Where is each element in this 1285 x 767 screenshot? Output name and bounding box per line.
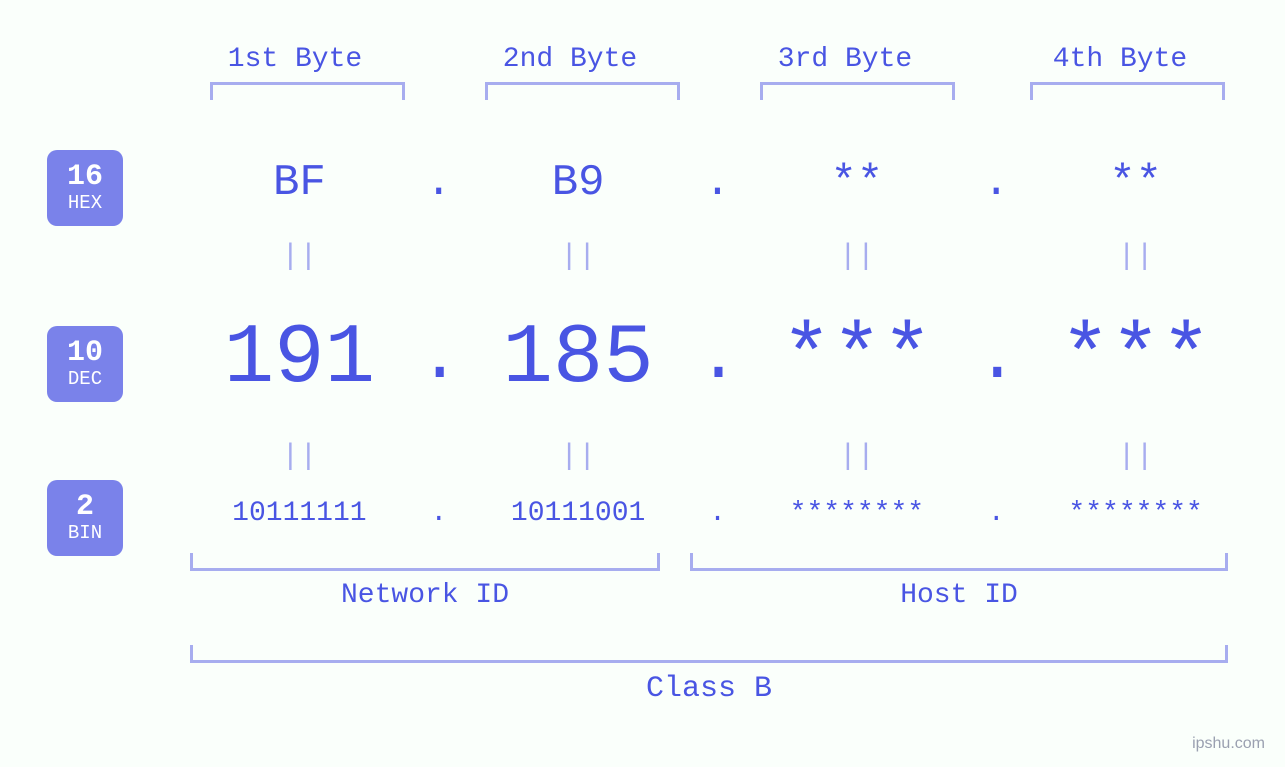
dot-icon: . — [976, 158, 1016, 208]
hex-byte-3: ** — [738, 158, 977, 208]
bin-byte-1: 10111111 — [180, 498, 419, 529]
hex-byte-1: BF — [180, 158, 419, 208]
dec-badge-num: 10 — [67, 338, 103, 368]
dot-icon: . — [419, 320, 459, 399]
dec-badge: 10 DEC — [47, 326, 123, 402]
dot-icon: . — [419, 158, 459, 208]
equals-row-2: || || || || — [180, 440, 1255, 474]
dot-icon: . — [419, 498, 459, 529]
byte-label-4: 4th Byte — [1020, 44, 1220, 75]
bin-badge: 2 BIN — [47, 480, 123, 556]
dec-byte-3: *** — [738, 312, 977, 407]
equals-icon: || — [459, 240, 698, 274]
dot-icon: . — [976, 498, 1016, 529]
equals-icon: || — [459, 440, 698, 474]
watermark: ipshu.com — [1192, 735, 1265, 753]
top-bracket-3 — [760, 82, 955, 100]
hex-badge: 16 HEX — [47, 150, 123, 226]
bin-badge-txt: BIN — [68, 522, 102, 545]
dot-icon: . — [698, 498, 738, 529]
top-bracket-1 — [210, 82, 405, 100]
equals-icon: || — [180, 240, 419, 274]
host-id-bracket — [690, 553, 1228, 571]
dot-icon: . — [698, 158, 738, 208]
dec-row: 191 . 185 . *** . *** — [180, 312, 1255, 407]
network-id-bracket — [190, 553, 660, 571]
byte-label-2: 2nd Byte — [470, 44, 670, 75]
dec-byte-1: 191 — [180, 312, 419, 407]
top-bracket-4 — [1030, 82, 1225, 100]
network-id-label: Network ID — [190, 580, 660, 611]
hex-badge-num: 16 — [67, 162, 103, 192]
dot-icon: . — [698, 320, 738, 399]
ip-byte-diagram: 1st Byte 2nd Byte 3rd Byte 4th Byte 16 H… — [0, 0, 1285, 767]
bin-byte-4: ******** — [1016, 498, 1255, 529]
bin-badge-num: 2 — [76, 492, 94, 522]
bin-byte-2: 10111001 — [459, 498, 698, 529]
hex-row: BF . B9 . ** . ** — [180, 158, 1255, 208]
bin-byte-3: ******** — [738, 498, 977, 529]
hex-byte-4: ** — [1016, 158, 1255, 208]
dec-badge-txt: DEC — [68, 368, 102, 391]
dot-icon: . — [976, 320, 1016, 399]
byte-label-1: 1st Byte — [195, 44, 395, 75]
class-bracket — [190, 645, 1228, 663]
top-bracket-2 — [485, 82, 680, 100]
equals-row-1: || || || || — [180, 240, 1255, 274]
equals-icon: || — [180, 440, 419, 474]
equals-icon: || — [738, 440, 977, 474]
equals-icon: || — [1016, 440, 1255, 474]
byte-label-3: 3rd Byte — [745, 44, 945, 75]
hex-byte-2: B9 — [459, 158, 698, 208]
class-label: Class B — [190, 672, 1228, 706]
dec-byte-4: *** — [1016, 312, 1255, 407]
bin-row: 10111111 . 10111001 . ******** . *******… — [180, 498, 1255, 529]
dec-byte-2: 185 — [459, 312, 698, 407]
hex-badge-txt: HEX — [68, 192, 102, 215]
equals-icon: || — [738, 240, 977, 274]
host-id-label: Host ID — [690, 580, 1228, 611]
equals-icon: || — [1016, 240, 1255, 274]
